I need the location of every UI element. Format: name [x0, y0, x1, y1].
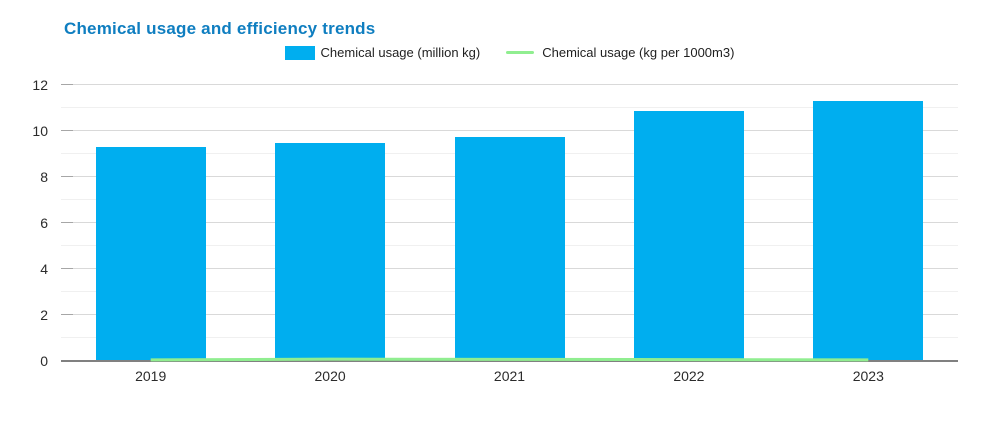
legend-item-efficiency[interactable]: Chemical usage (kg per 1000m3)	[506, 45, 734, 60]
legend-bar-swatch	[284, 45, 315, 60]
y-tick-6	[61, 222, 73, 223]
y-axis-label-10: 10	[32, 123, 48, 139]
grid-line-12	[61, 84, 958, 85]
bar-2020[interactable]	[275, 142, 386, 361]
x-axis-labels: 2019 2020 2021 2022 2023	[61, 368, 958, 386]
x-axis-label-2022: 2022	[673, 368, 705, 384]
y-axis-label-4: 4	[40, 261, 48, 277]
y-tick-10	[61, 130, 73, 131]
x-axis-line	[61, 360, 958, 362]
plot-area	[61, 84, 958, 362]
y-tick-4	[61, 268, 73, 269]
grid-line-11	[61, 107, 958, 108]
x-axis-label-2020: 2020	[314, 368, 346, 384]
x-axis-label-2019: 2019	[135, 368, 167, 384]
legend-line-swatch	[506, 51, 535, 54]
x-axis-label-2023: 2023	[852, 368, 884, 384]
legend-label-efficiency: Chemical usage (kg per 1000m3)	[542, 45, 735, 60]
x-axis-label-2021: 2021	[493, 368, 526, 384]
chart-title: Chemical usage and efficiency trends	[64, 19, 376, 38]
y-tick-12	[61, 84, 73, 85]
y-axis-label-2: 2	[40, 307, 48, 323]
bar-2022[interactable]	[633, 111, 744, 361]
y-axis-label-6: 6	[40, 215, 48, 231]
y-tick-2	[61, 314, 73, 315]
legend-item-chemical-usage[interactable]: Chemical usage (million kg)	[284, 45, 481, 60]
legend: Chemical usage (million kg) Chemical usa…	[61, 44, 958, 61]
bar-2023[interactable]	[813, 101, 924, 361]
legend-label-chemical-usage: Chemical usage (million kg)	[320, 45, 481, 60]
y-axis-label-0: 0	[40, 353, 48, 369]
y-axis-label-8: 8	[40, 169, 48, 185]
bar-2019[interactable]	[95, 147, 206, 361]
y-axis-label-12: 12	[32, 77, 48, 93]
y-tick-8	[61, 176, 73, 177]
y-axis-labels: 0 2 4 6 8 10 12	[0, 77, 48, 369]
grid-line-10	[61, 130, 958, 131]
bar-2021[interactable]	[454, 136, 565, 361]
